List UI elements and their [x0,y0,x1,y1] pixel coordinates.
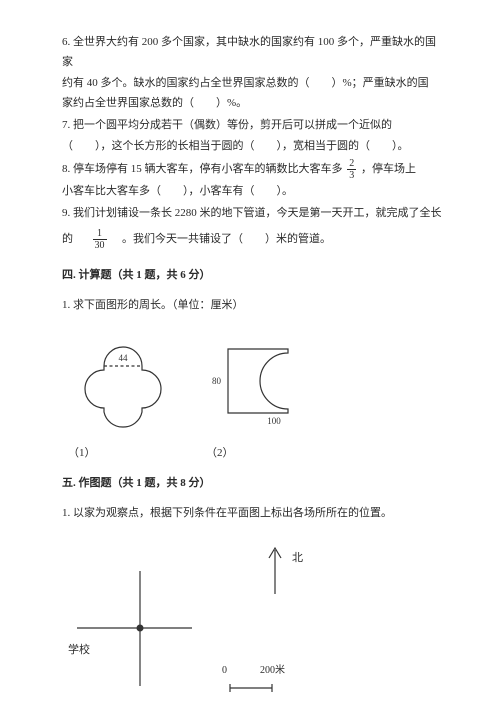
sec5-q1: 1. 以家为观察点，根据下列条件在平面图上标出各场所所在的位置。 [62,503,442,523]
question-6: 6. 全世界大约有 200 多个国家，其中缺水的国家约有 100 多个，严重缺水… [62,32,442,113]
question-8: 8. 停车场停有 15 辆大客车，停有小客车的辆数比大客车多 2 3 ，停车场上… [62,158,442,201]
figure-2: 80 100 （2） [206,333,302,463]
text-line: 8. 停车场停有 15 辆大客车，停有小客车的辆数比大客车多 2 3 ，停车场上 [62,158,442,181]
text-span: 的 [62,233,73,245]
text-line: （ ），这个长方形的长相当于圆的（ ），宽相当于圆的（ ）。 [62,136,442,156]
origin-dot [137,624,144,631]
section-5-heading: 五. 作图题（共 1 题，共 8 分） [62,473,442,493]
figure-1-label: （1） [68,443,178,463]
text-span: 8. 停车场停有 15 辆大客车，停有小客车的辆数比大客车多 [62,163,343,175]
dim-100: 100 [267,416,281,426]
text-line: 的 1 30 。我们今天一共铺设了（ ）米的管道。 [62,228,442,251]
question-9: 9. 我们计划铺设一条长 2280 米的地下管道，今天是第一天开工，就完成了全长… [62,203,442,250]
figure-row: 44 （1） 80 100 （2） [68,329,442,463]
scale-200: 200米 [260,662,285,681]
fraction: 2 3 [347,158,356,181]
figure-1: 44 （1） [68,329,178,463]
denominator: 3 [347,170,356,181]
text-span: ，停车场上 [361,163,416,175]
text-line: 7. 把一个圆平均分成若干（偶数）等份，剪开后可以拼成一个近似的 [62,115,442,135]
text-line: 家约占全世界国家总数的（ ）%。 [62,93,442,113]
cross-axes-icon [62,546,227,696]
numerator: 1 [93,228,107,240]
north-label: 北 [292,548,303,568]
rect-arc-icon: 80 100 [206,333,302,429]
figure-2-label: （2） [206,443,302,463]
text-line: 6. 全世界大约有 200 多个国家，其中缺水的国家约有 100 多个，严重缺水… [62,32,442,73]
sec4-q1: 1. 求下面图形的周长。（单位：厘米） [62,295,442,315]
text-line: 约有 40 多个。缺水的国家约占全世界国家总数的（ ）%；严重缺水的国 [62,73,442,93]
numerator: 2 [347,158,356,170]
school-label: 学校 [68,640,90,660]
map-figure: 学校 北 0 200米 [62,536,442,706]
text-line: 9. 我们计划铺设一条长 2280 米的地下管道，今天是第一天开工，就完成了全长 [62,203,442,223]
question-7: 7. 把一个圆平均分成若干（偶数）等份，剪开后可以拼成一个近似的 （ ），这个长… [62,115,442,156]
fraction: 1 30 [93,228,107,251]
denominator: 30 [93,240,107,251]
scale-0: 0 [222,662,227,681]
north-arrow-icon [260,536,290,596]
dim-80: 80 [212,376,222,386]
section-4-heading: 四. 计算题（共 1 题，共 6 分） [62,265,442,285]
text-span: 。我们今天一共铺设了（ ）米的管道。 [122,233,331,245]
dim-44: 44 [119,353,129,363]
text-line: 小客车比大客车多（ ），小客车有（ ）。 [62,181,442,201]
quatrefoil-icon: 44 [68,329,178,429]
